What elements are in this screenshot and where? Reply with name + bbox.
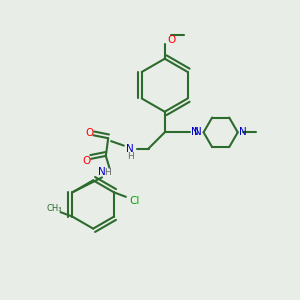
Text: Cl: Cl bbox=[130, 196, 140, 206]
Text: N: N bbox=[194, 127, 202, 137]
Text: H: H bbox=[128, 152, 134, 161]
Text: O: O bbox=[167, 34, 175, 45]
Text: O: O bbox=[85, 128, 93, 138]
Text: H: H bbox=[104, 168, 111, 177]
Text: N: N bbox=[191, 127, 199, 137]
Text: CH₃: CH₃ bbox=[46, 204, 62, 213]
Text: O: O bbox=[82, 156, 91, 166]
Text: N: N bbox=[126, 143, 134, 154]
Text: N: N bbox=[98, 167, 106, 177]
Text: N: N bbox=[239, 127, 247, 137]
